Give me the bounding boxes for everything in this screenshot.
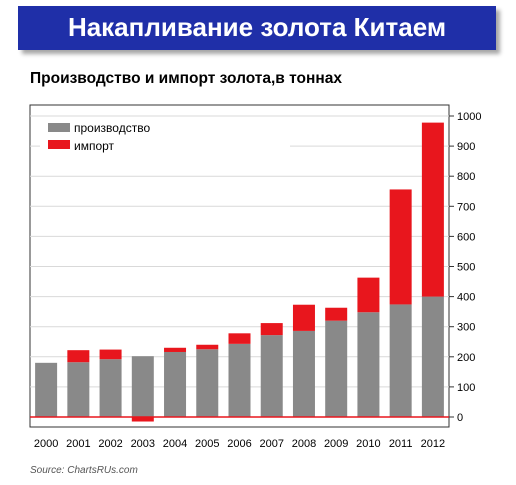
x-tick-label: 2003 — [131, 438, 155, 450]
legend-label-production: производство — [74, 121, 150, 135]
title-banner: Накапливание золота Китаем — [18, 6, 496, 50]
bar-production-2007 — [260, 335, 283, 417]
bar-import-2007 — [260, 323, 283, 336]
x-tick-label: 2011 — [389, 438, 413, 450]
bar-import-2012 — [421, 122, 444, 297]
bar-import-2008 — [292, 304, 315, 331]
bars — [35, 122, 444, 422]
x-tick-label: 2002 — [98, 438, 122, 450]
bar-import-2002 — [99, 349, 122, 360]
bar-import-2001 — [67, 350, 90, 363]
y-tick-label: 600 — [457, 231, 475, 243]
x-tick-label: 2006 — [227, 438, 251, 450]
bar-import-2004 — [164, 347, 187, 352]
bar-import-2009 — [325, 307, 348, 321]
bar-production-2008 — [292, 330, 315, 417]
y-tick-label: 300 — [457, 322, 475, 334]
x-tick-label: 2000 — [34, 438, 58, 450]
y-tick-label: 100 — [457, 382, 475, 394]
bar-import-2003 — [131, 417, 154, 422]
x-tick-label: 2012 — [421, 438, 445, 450]
legend-swatch-production — [48, 123, 70, 132]
x-tick-label: 2004 — [163, 438, 187, 450]
bar-production-2009 — [325, 320, 348, 417]
y-axis: 0 100 200 300 400 500 600 700 800 900 1000 — [449, 111, 481, 424]
y-tick-label: 900 — [457, 141, 475, 153]
bar-production-2006 — [228, 343, 251, 417]
x-tick-label: 2005 — [195, 438, 219, 450]
bar-production-2003 — [131, 356, 154, 417]
y-tick-label: 0 — [457, 412, 463, 424]
bar-production-2012 — [421, 296, 444, 417]
bar-production-2010 — [357, 312, 380, 417]
legend: производство импорт — [40, 117, 290, 157]
y-tick-label: 500 — [457, 262, 475, 274]
legend-box — [40, 117, 290, 157]
bar-import-2010 — [357, 277, 380, 313]
y-tick-label: 800 — [457, 171, 475, 183]
legend-swatch-import — [48, 140, 70, 149]
x-tick-label: 2009 — [324, 438, 348, 450]
source-note: Source: ChartsRUs.com — [30, 465, 138, 476]
bar-import-2011 — [389, 189, 412, 305]
bar-import-2006 — [228, 333, 251, 344]
legend-label-import: импорт — [74, 139, 115, 153]
bar-production-2004 — [164, 351, 187, 417]
bar-production-2005 — [196, 349, 219, 417]
page-title: Накапливание золота Китаем — [67, 12, 447, 42]
y-tick-label: 200 — [457, 352, 475, 364]
bar-production-2002 — [99, 359, 122, 417]
x-tick-label: 2010 — [356, 438, 380, 450]
bar-import-2005 — [196, 344, 219, 350]
x-axis: 2000 2001 2002 2003 2004 2005 2006 2007 2008 2009… — [34, 438, 445, 450]
bar-production-2011 — [389, 304, 412, 417]
x-tick-label: 2008 — [292, 438, 316, 450]
x-tick-label: 2007 — [259, 438, 283, 450]
y-tick-label: 400 — [457, 292, 475, 304]
y-tick-label: 700 — [457, 201, 475, 213]
y-tick-label: 1000 — [457, 111, 481, 123]
bar-production-2000 — [35, 362, 58, 417]
chart-title: Производство и импорт золота,в тоннах — [30, 70, 342, 87]
x-tick-label: 2001 — [66, 438, 90, 450]
bar-production-2001 — [67, 362, 90, 417]
